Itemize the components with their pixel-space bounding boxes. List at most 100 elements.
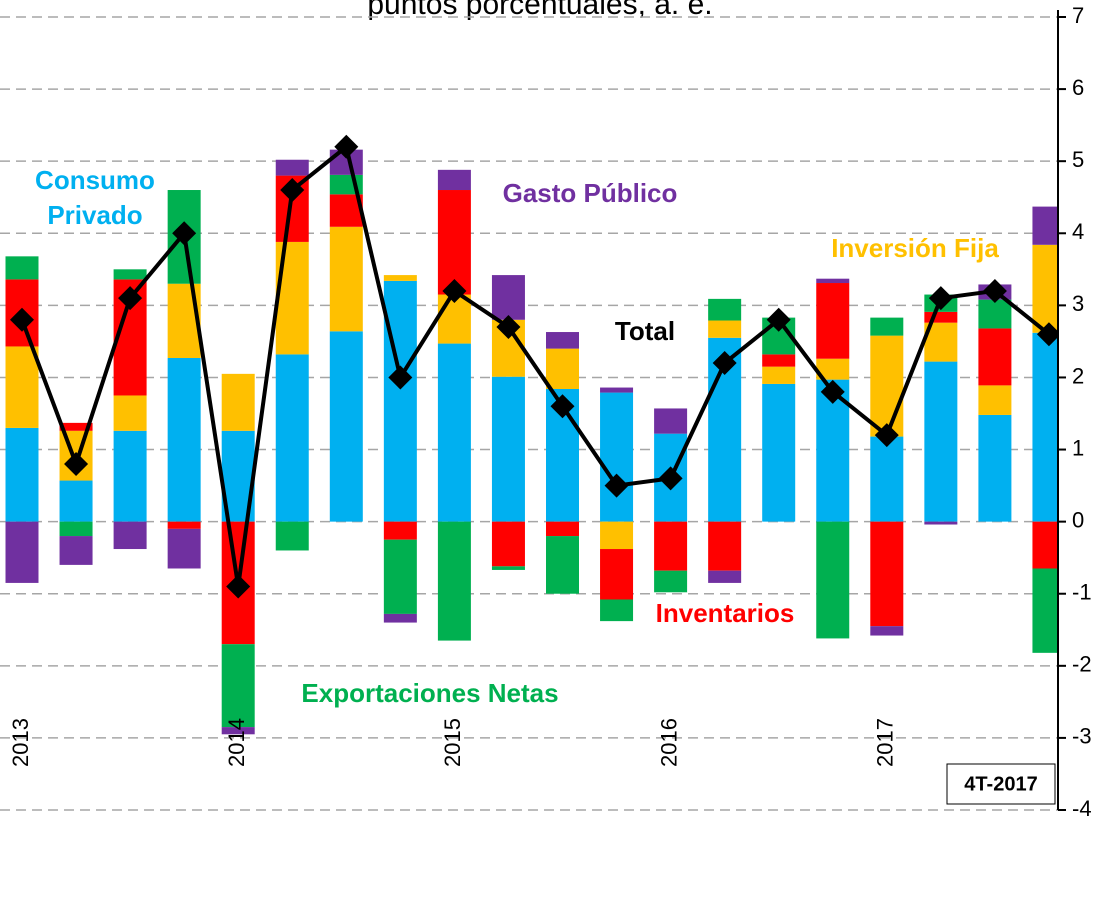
bar-segment — [1032, 568, 1058, 653]
bar-segment — [383, 613, 417, 623]
bar-segment — [5, 427, 39, 522]
y-tick-label: -1 — [1072, 580, 1092, 605]
bar-segment — [491, 376, 525, 522]
bar-segment — [437, 190, 471, 295]
y-tick-label: 0 — [1072, 507, 1084, 532]
bar-segment — [870, 436, 904, 522]
total-marker — [334, 134, 359, 159]
bar-segment — [600, 392, 634, 522]
total-marker — [118, 286, 143, 311]
bar-segment — [708, 570, 742, 583]
bar-segment — [221, 373, 255, 431]
bar-segment — [59, 480, 93, 522]
bar-segment — [437, 343, 471, 522]
total-marker — [658, 466, 683, 491]
bar-segment — [600, 549, 634, 600]
bar-segment — [275, 354, 309, 522]
bar-segment — [491, 275, 525, 320]
bar-segment — [59, 536, 93, 565]
bar-segment — [546, 536, 579, 594]
total-marker — [712, 351, 737, 376]
bar-segment — [708, 521, 742, 571]
y-tick-label: 1 — [1072, 435, 1084, 460]
total-marker — [388, 365, 413, 390]
bar-segment — [5, 346, 39, 428]
bar-segment — [167, 521, 201, 529]
series-label: Inversión Fija — [831, 233, 999, 263]
bar-segment — [978, 299, 1012, 329]
bar-segment — [600, 599, 634, 622]
bar-segment — [762, 366, 796, 384]
y-tick-label: 5 — [1072, 147, 1084, 172]
bar-segment — [870, 317, 904, 336]
bar-segment — [870, 335, 904, 437]
bar-segment — [1032, 244, 1058, 333]
bar-segment — [1032, 206, 1058, 245]
plot-area — [5, 134, 1058, 735]
bar-segment — [383, 280, 417, 522]
bar-segment — [275, 159, 309, 176]
total-marker — [442, 278, 467, 303]
bar-segment — [491, 521, 525, 567]
bar-segment — [275, 241, 309, 355]
bar-segment — [816, 278, 850, 284]
bar-segment — [1032, 521, 1058, 569]
bar-segment — [113, 395, 147, 431]
bar-segment — [654, 408, 688, 434]
bar-segment — [113, 430, 147, 522]
bar-segment — [383, 275, 417, 281]
y-tick-label: -3 — [1072, 724, 1092, 749]
x-tick-label: 2014 — [224, 718, 249, 767]
total-marker — [982, 278, 1007, 303]
total-marker — [550, 394, 575, 419]
bar-segment — [546, 348, 579, 389]
y-tick-label: -2 — [1072, 652, 1092, 677]
annotation: 4T-2017 — [964, 773, 1037, 795]
bar-segment — [437, 169, 471, 191]
series-label: Inventarios — [656, 598, 795, 628]
bar-segment — [329, 331, 363, 522]
x-tick-label: 2017 — [873, 718, 898, 767]
bar-segment — [59, 422, 93, 431]
bar-segment — [708, 320, 742, 338]
bar-segment — [275, 521, 309, 551]
y-tick-label: 7 — [1072, 3, 1084, 28]
total-marker — [766, 307, 791, 332]
bar-segment — [167, 528, 201, 569]
x-tick-label: 2013 — [8, 718, 33, 767]
total-marker — [1036, 322, 1058, 347]
total-marker — [10, 307, 34, 332]
total-marker — [64, 451, 89, 476]
series-label: Total — [615, 316, 675, 346]
total-marker — [604, 473, 629, 498]
bar-segment — [816, 521, 850, 639]
y-tick-label: 3 — [1072, 291, 1084, 316]
bar-segment — [654, 521, 688, 571]
bar-segment — [870, 626, 904, 636]
y-tick-label: 4 — [1072, 219, 1084, 244]
total-marker — [874, 423, 899, 448]
x-tick-label: 2015 — [440, 718, 465, 767]
total-marker — [172, 221, 197, 246]
bar-segment — [600, 387, 634, 393]
bar-segment — [600, 521, 634, 550]
bar-segment — [383, 539, 417, 614]
bar-segment — [978, 385, 1012, 415]
y-tick-label: 2 — [1072, 363, 1084, 388]
bar-segment — [978, 414, 1012, 522]
bar-segment — [383, 521, 417, 540]
bar-segment — [113, 269, 147, 280]
bar-segment — [546, 332, 579, 349]
bar-segment — [437, 521, 471, 641]
bar-segment — [762, 354, 796, 367]
bar-segment — [167, 357, 201, 522]
bar-segment — [924, 521, 958, 525]
bar-segment — [870, 521, 904, 627]
bar-segment — [5, 256, 39, 280]
bar-segment — [329, 226, 363, 332]
bar-segment — [546, 521, 579, 537]
y-tick-label: 6 — [1072, 75, 1084, 100]
bar-segment — [924, 311, 958, 323]
bar-segment — [708, 298, 742, 321]
